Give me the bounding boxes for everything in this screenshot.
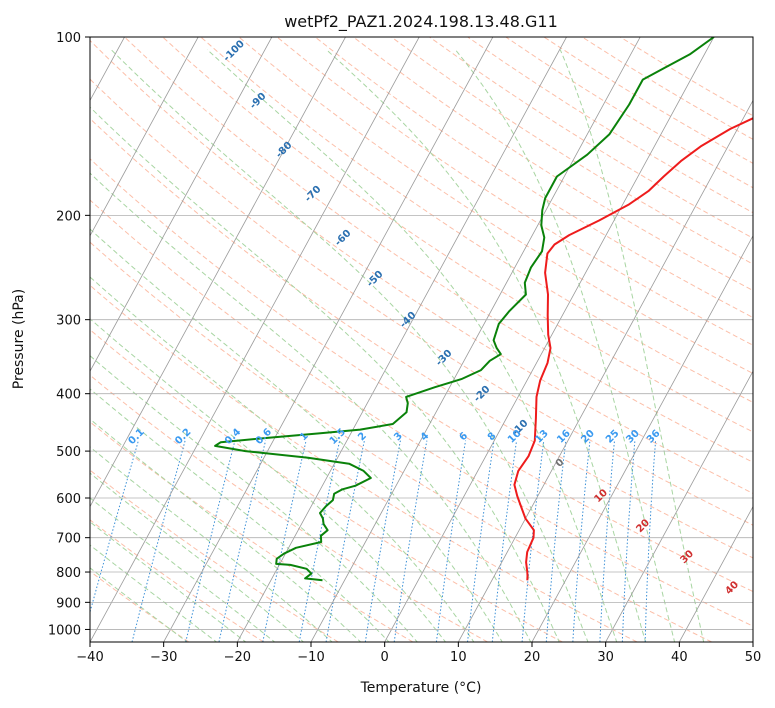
y-tick-label: 600 (56, 492, 81, 507)
dry-adiabat-line (90, 117, 753, 559)
y-tick-label: 900 (56, 596, 81, 611)
y-tick-label: 1000 (48, 623, 81, 638)
x-tick-label: 0 (381, 650, 389, 665)
isotherm-line (310, 37, 641, 642)
dry-adiabat-line (90, 469, 339, 642)
mixing-ratio-line (599, 440, 615, 642)
dry-adiabat-line (314, 37, 753, 319)
moist-adiabat-line (90, 446, 333, 642)
mixing-ratio-line (90, 440, 139, 614)
mixing-ratio-line (491, 440, 518, 642)
dry-adiabat-line (90, 570, 190, 642)
moist-adiabat-line (90, 355, 418, 642)
isotherm-line (90, 37, 273, 373)
isotherm-line (90, 37, 346, 508)
moist-adiabat-line (90, 388, 390, 642)
mixing-ratio-line (467, 440, 495, 642)
mixing-ratio-line (298, 440, 341, 642)
y-tick-label: 100 (56, 31, 81, 46)
sounding-line (513, 117, 753, 581)
mixing-ratio-line (364, 440, 401, 642)
plot-area (90, 37, 753, 642)
moist-adiabat-line (559, 49, 705, 642)
sounding-line (214, 37, 715, 582)
x-tick-label: −20 (224, 650, 251, 665)
mixing-ratio-line (325, 440, 365, 642)
mixing-ratio-line (435, 440, 467, 642)
isotherm-line (90, 37, 199, 237)
y-tick-label: 200 (56, 209, 81, 224)
isotherm-line (236, 37, 567, 642)
y-tick-label: 300 (56, 314, 81, 329)
moist-adiabat-line (110, 49, 589, 642)
isotherms (90, 37, 753, 642)
dry-adiabat-line (90, 329, 563, 642)
dry-adiabat-line (90, 199, 753, 627)
mixing-ratio-line (644, 440, 657, 642)
y-tick-label: 800 (56, 566, 81, 581)
dry-adiabat-line (124, 37, 753, 463)
dry-adiabat-line (90, 158, 753, 593)
pressure-gridlines (90, 37, 753, 630)
moist-adiabat-line (90, 106, 560, 642)
mixing-ratio-line (572, 440, 591, 642)
isotherm-line (457, 99, 753, 642)
dry-adiabat-line (90, 284, 638, 642)
x-tick-label: 30 (597, 650, 614, 665)
y-tick-label: 400 (56, 388, 81, 403)
moist-adiabat-line (90, 228, 503, 642)
mixing-ratio-line (131, 440, 186, 642)
mixing-ratio-line (218, 440, 267, 642)
dry-adiabat-line (90, 241, 712, 642)
plot-frame (89, 36, 754, 643)
x-tick-label: 40 (671, 650, 688, 665)
moist-adiabat-line (325, 49, 647, 642)
dry-adiabat-line (90, 39, 753, 494)
mixing-ratio-line (521, 440, 545, 642)
mixing-ratio-line (185, 440, 236, 642)
x-axis-label: Temperature (°C) (360, 680, 482, 696)
x-tick-label: −10 (297, 650, 324, 665)
chart-title: wetPf2_PAZ1.2024.198.13.48.G11 (284, 12, 558, 32)
isotherm-line (752, 641, 753, 642)
x-axis: −40 −30 −20 −10 0 10 20 30 40 50 (76, 642, 761, 665)
y-tick-label: 500 (56, 445, 81, 460)
isotherm-line (678, 505, 753, 642)
moist-adiabat-line (90, 472, 305, 642)
isotherm-line (531, 235, 753, 642)
y-tick-label: 700 (56, 532, 81, 547)
moist-adiabat-line (206, 49, 618, 642)
mixing-ratio-line (262, 440, 307, 642)
x-tick-label: −30 (150, 650, 177, 665)
y-axis: 100 200 300 400 500 600 700 800 900 1000 (48, 31, 90, 638)
dry-adiabat-line (90, 519, 264, 642)
dry-adiabat-line (352, 37, 753, 292)
moist-adiabat-line (90, 497, 276, 642)
sounding-series (214, 37, 753, 582)
mixing-ratio-lines (90, 440, 657, 642)
dry-adiabat-line (276, 37, 753, 346)
x-tick-label: −40 (76, 650, 103, 665)
dry-adiabat-line (162, 37, 753, 433)
mixing-ratio-line (621, 440, 636, 642)
dry-adiabat-line (90, 374, 488, 642)
mixing-ratio-line (545, 440, 567, 642)
x-tick-label: 10 (450, 650, 467, 665)
moist-adiabat-line (90, 521, 247, 642)
x-tick-label: 50 (745, 650, 762, 665)
y-axis-label: Pressure (hPa) (11, 289, 27, 389)
isotherm-line (163, 37, 494, 642)
x-tick-label: 20 (524, 650, 541, 665)
isotherm-line (90, 37, 420, 642)
moist-adiabat-line (454, 49, 676, 642)
moist-adiabat-line (90, 418, 362, 642)
isotherm-line (605, 370, 753, 642)
